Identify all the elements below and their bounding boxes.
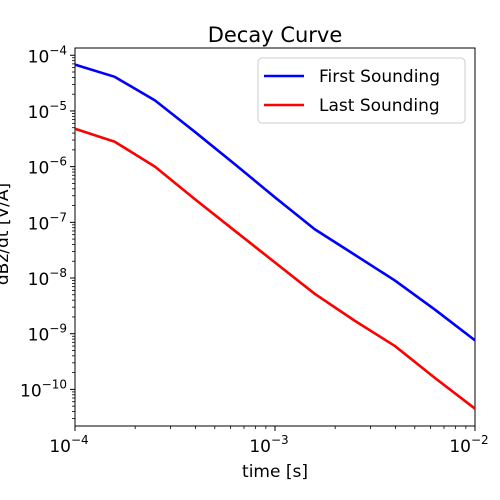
x-tick-label: 10−3 [249,433,288,457]
legend: First Sounding Last Sounding [257,57,466,124]
legend-label-1: First Sounding [319,67,440,87]
y-tick-label: 10−8 [28,266,67,290]
y-axis-label: dBz/dt [V/A] [0,183,13,285]
chart-title: Decay Curve [208,23,343,47]
series-line-2 [75,127,475,410]
x-tick-label: 10−4 [49,433,88,457]
series-layer [75,63,475,410]
x-axis: 10−4 10−3 10−2 [49,426,489,457]
x-axis-label: time [s] [242,462,308,482]
y-tick-label: 10−9 [28,322,67,346]
y-axis: 10−10 10−9 10−8 10−7 10−6 10−5 10−4 [20,43,75,419]
y-tick-label: 10−6 [28,155,67,179]
legend-box [257,57,466,124]
y-tick-label: 10−7 [28,210,67,234]
y-tick-label: 10−10 [20,377,67,401]
y-tick-label: 10−4 [28,43,67,67]
y-tick-label: 10−5 [28,99,67,123]
x-tick-label: 10−2 [449,433,488,457]
legend-label-2: Last Sounding [319,96,440,116]
series-line-1 [75,63,475,342]
